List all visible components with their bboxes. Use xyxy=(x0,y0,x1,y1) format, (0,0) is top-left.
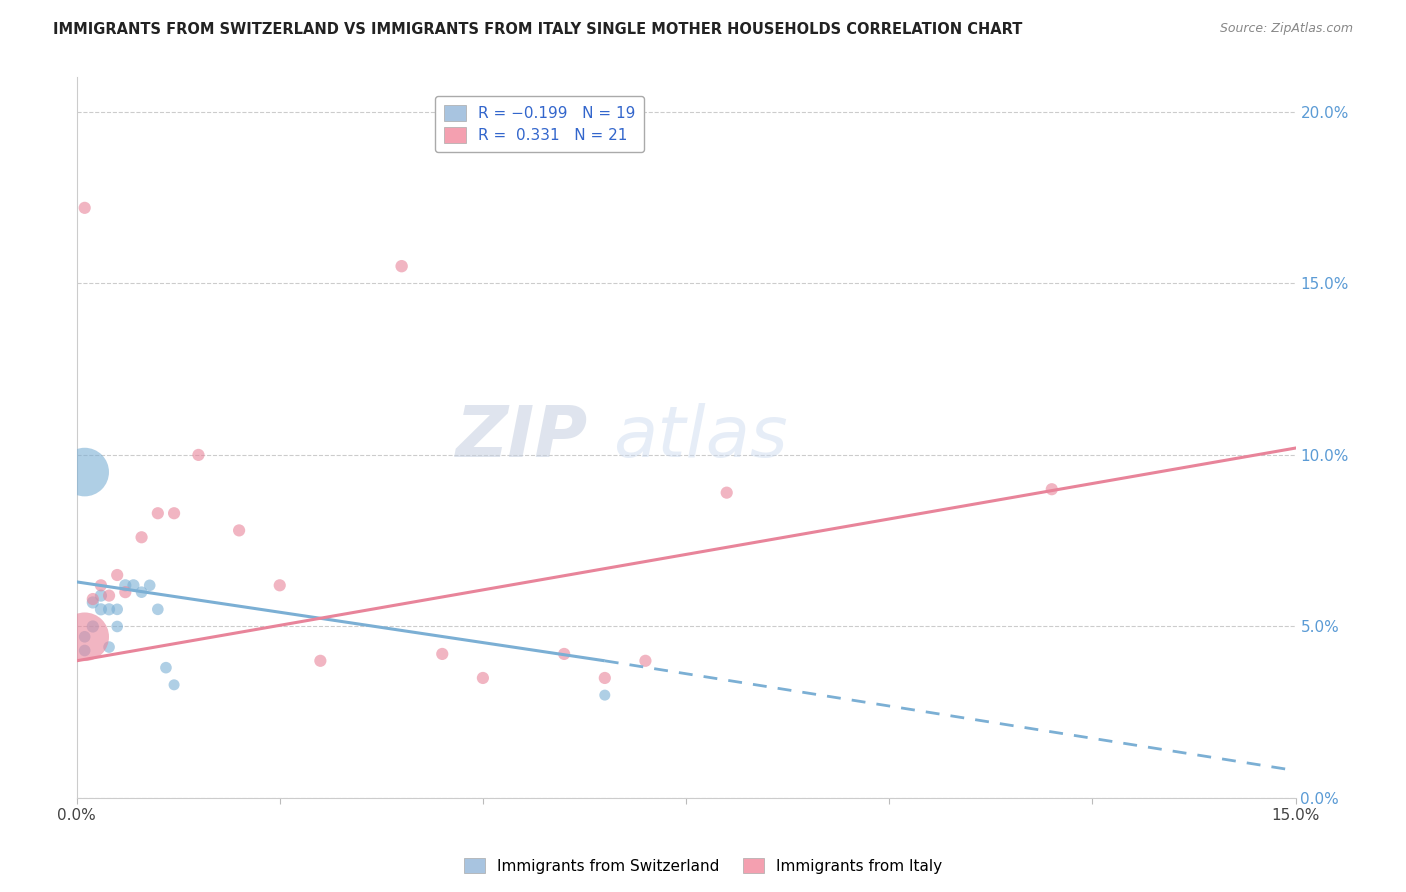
Text: ZIP: ZIP xyxy=(457,403,589,472)
Point xyxy=(131,585,153,599)
Point xyxy=(131,530,153,544)
Point xyxy=(98,602,121,616)
Point xyxy=(471,671,494,685)
Legend: Immigrants from Switzerland, Immigrants from Italy: Immigrants from Switzerland, Immigrants … xyxy=(457,852,949,880)
Point xyxy=(163,678,186,692)
Text: atlas: atlas xyxy=(613,403,787,472)
Point xyxy=(163,506,186,520)
Text: Source: ZipAtlas.com: Source: ZipAtlas.com xyxy=(1219,22,1353,36)
Point xyxy=(73,201,96,215)
Point xyxy=(90,578,112,592)
Point xyxy=(309,654,332,668)
Point xyxy=(138,578,160,592)
Point xyxy=(593,671,616,685)
Point xyxy=(82,595,104,609)
Point xyxy=(98,640,121,654)
Point xyxy=(432,647,454,661)
Point xyxy=(98,589,121,603)
Point xyxy=(73,643,96,657)
Point xyxy=(228,524,250,538)
Point xyxy=(73,630,96,644)
Point xyxy=(122,578,145,592)
Point xyxy=(82,619,104,633)
Point xyxy=(73,465,96,479)
Point xyxy=(82,592,104,607)
Point xyxy=(187,448,209,462)
Point xyxy=(553,647,575,661)
Point xyxy=(269,578,291,592)
Text: IMMIGRANTS FROM SWITZERLAND VS IMMIGRANTS FROM ITALY SINGLE MOTHER HOUSEHOLDS CO: IMMIGRANTS FROM SWITZERLAND VS IMMIGRANT… xyxy=(53,22,1022,37)
Point xyxy=(105,619,128,633)
Point xyxy=(512,122,534,136)
Point xyxy=(73,630,96,644)
Point xyxy=(1040,482,1063,496)
Point xyxy=(391,259,413,273)
Point xyxy=(90,589,112,603)
Point xyxy=(716,485,738,500)
Point xyxy=(105,602,128,616)
Point xyxy=(105,568,128,582)
Point xyxy=(90,602,112,616)
Point xyxy=(634,654,657,668)
Point xyxy=(155,661,177,675)
Point xyxy=(146,506,169,520)
Point xyxy=(593,688,616,702)
Point xyxy=(114,578,136,592)
Point xyxy=(114,585,136,599)
Point xyxy=(146,602,169,616)
Legend: R = −0.199   N = 19, R =  0.331   N = 21: R = −0.199 N = 19, R = 0.331 N = 21 xyxy=(434,95,644,153)
